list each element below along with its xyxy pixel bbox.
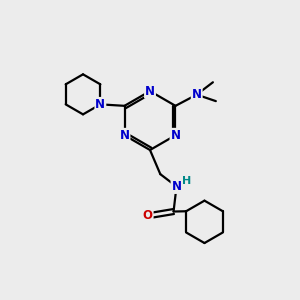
Text: N: N	[145, 85, 155, 98]
Text: N: N	[119, 129, 130, 142]
Text: O: O	[142, 208, 153, 222]
Text: H: H	[182, 176, 191, 186]
Text: N: N	[170, 129, 181, 142]
Text: N: N	[95, 98, 105, 111]
Text: N: N	[192, 88, 202, 101]
Text: N: N	[172, 180, 182, 193]
